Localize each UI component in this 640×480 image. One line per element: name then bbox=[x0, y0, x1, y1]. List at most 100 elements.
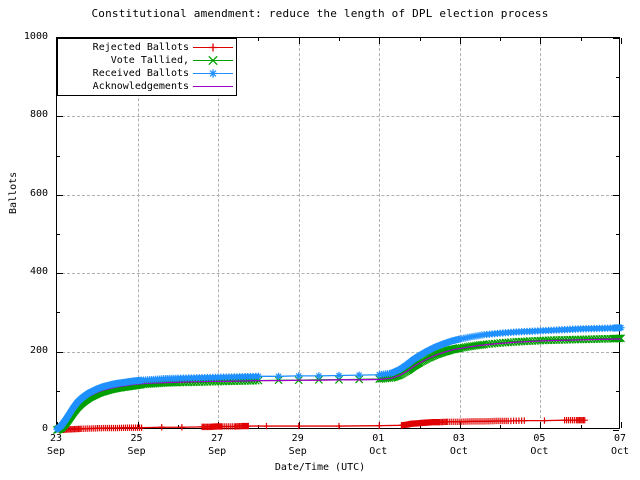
legend-label: Rejected Ballots bbox=[92, 42, 189, 53]
x-tick-day: 23 bbox=[49, 433, 63, 444]
x-tick-major bbox=[379, 38, 381, 44]
x-tick-label: 27 Sep bbox=[187, 432, 247, 458]
x-tick-major bbox=[621, 38, 622, 44]
x-tick-major bbox=[298, 422, 300, 428]
x-tick-minor bbox=[339, 38, 340, 41]
x-tick-day: 03 bbox=[452, 433, 465, 444]
x-tick-major bbox=[459, 422, 461, 428]
x-tick-day: 25 bbox=[130, 433, 143, 444]
legend-swatch bbox=[193, 54, 233, 67]
x-tick-minor bbox=[500, 38, 502, 41]
x-tick-day: 07 bbox=[613, 433, 627, 444]
chart-title: Constitutional amendment: reduce the len… bbox=[91, 7, 549, 20]
y-tick-minor bbox=[57, 234, 60, 235]
legend-item: Acknowledgements bbox=[61, 80, 233, 93]
legend-item: Rejected Ballots bbox=[61, 41, 233, 54]
y-tick-minor bbox=[616, 77, 619, 79]
y-tick-major bbox=[613, 194, 619, 196]
y-tick-label: 400 bbox=[29, 266, 48, 278]
legend-label: Acknowledgements bbox=[92, 81, 189, 92]
gridline-horizontal bbox=[57, 351, 619, 353]
x-tick-minor bbox=[177, 425, 179, 428]
x-tick-minor bbox=[580, 38, 582, 41]
y-tick-major bbox=[57, 194, 63, 196]
x-tick-major bbox=[379, 422, 381, 428]
y-tick-label: 200 bbox=[29, 344, 48, 356]
x-tick-label: 01 Oct bbox=[348, 432, 408, 458]
legend-item: Received Ballots bbox=[61, 67, 233, 80]
gridline-horizontal bbox=[57, 273, 619, 275]
gridline-vertical bbox=[540, 38, 542, 428]
y-tick-major bbox=[57, 351, 63, 353]
y-tick-minor bbox=[616, 390, 619, 392]
gridline-vertical bbox=[298, 38, 300, 428]
legend-line bbox=[193, 86, 233, 87]
gridline-horizontal bbox=[57, 194, 619, 196]
gridline-vertical bbox=[459, 38, 461, 428]
gridline-vertical bbox=[137, 38, 139, 428]
y-tick-minor bbox=[57, 390, 60, 392]
legend-label: Vote Tallied, bbox=[110, 55, 189, 66]
y-tick-minor bbox=[57, 312, 60, 314]
x-tick-major bbox=[459, 38, 461, 44]
y-tick-major bbox=[613, 273, 619, 275]
y-tick-minor bbox=[616, 234, 619, 235]
x-axis-title: Date/Time (UTC) bbox=[274, 462, 366, 473]
y-tick-major bbox=[613, 351, 619, 353]
x-tick-label: 23 Sep bbox=[26, 432, 86, 458]
y-tick-major bbox=[57, 430, 63, 431]
y-tick-major bbox=[57, 116, 63, 118]
x-tick-month: Oct bbox=[449, 446, 468, 457]
x-tick-major bbox=[540, 38, 542, 44]
legend-label: Received Ballots bbox=[92, 68, 189, 79]
series-markers bbox=[55, 417, 588, 434]
series-rejected-ballots bbox=[55, 417, 588, 434]
x-tick-major bbox=[137, 422, 139, 428]
legend-swatch bbox=[193, 67, 233, 80]
series-markers bbox=[53, 324, 625, 433]
x-tick-major bbox=[57, 422, 58, 428]
x-tick-day: 27 bbox=[211, 433, 224, 444]
x-tick-major bbox=[218, 422, 220, 428]
x-tick-month: Sep bbox=[288, 446, 307, 457]
y-tick-major bbox=[613, 38, 619, 39]
x-tick-month: Sep bbox=[46, 446, 66, 457]
x-tick-month: Oct bbox=[530, 446, 549, 457]
x-tick-day: 05 bbox=[533, 433, 546, 444]
x-tick-major bbox=[621, 422, 622, 428]
x-tick-minor bbox=[419, 38, 421, 41]
legend-swatch bbox=[193, 41, 233, 54]
y-tick-label: 600 bbox=[29, 187, 48, 199]
x-tick-label: 25 Sep bbox=[107, 432, 167, 458]
legend-marker-plus-icon bbox=[209, 43, 217, 52]
x-tick-month: Sep bbox=[208, 446, 227, 457]
y-tick-label: 800 bbox=[29, 109, 48, 121]
x-tick-major bbox=[540, 422, 542, 428]
y-tick-major bbox=[613, 116, 619, 118]
x-tick-minor bbox=[580, 425, 582, 428]
series-line bbox=[56, 338, 621, 431]
x-tick-minor bbox=[258, 38, 260, 41]
x-tick-label: 07 Oct bbox=[590, 432, 640, 458]
y-tick-minor bbox=[57, 155, 60, 157]
x-tick-minor bbox=[97, 425, 99, 428]
legend-item: Vote Tallied, bbox=[61, 54, 233, 67]
gridline-vertical bbox=[379, 38, 381, 428]
x-tick-minor bbox=[419, 425, 421, 428]
gridline-horizontal bbox=[57, 116, 619, 118]
series-received-ballots bbox=[53, 324, 625, 433]
x-tick-label: 29 Sep bbox=[268, 432, 328, 458]
y-tick-major bbox=[613, 430, 619, 431]
x-tick-minor bbox=[500, 425, 502, 428]
x-tick-month: Oct bbox=[610, 446, 630, 457]
series-markers bbox=[52, 334, 626, 435]
series-line bbox=[56, 327, 622, 430]
x-tick-day: 29 bbox=[291, 433, 304, 444]
x-tick-label: 03 Oct bbox=[429, 432, 489, 458]
y-tick-label: 1000 bbox=[23, 31, 48, 42]
series-layer bbox=[52, 324, 626, 435]
chart-legend: Rejected Ballots Vote Tallied, Received Ba… bbox=[57, 38, 237, 96]
legend-swatch bbox=[193, 80, 233, 93]
x-tick-major bbox=[298, 38, 300, 44]
y-tick-major bbox=[57, 273, 63, 275]
